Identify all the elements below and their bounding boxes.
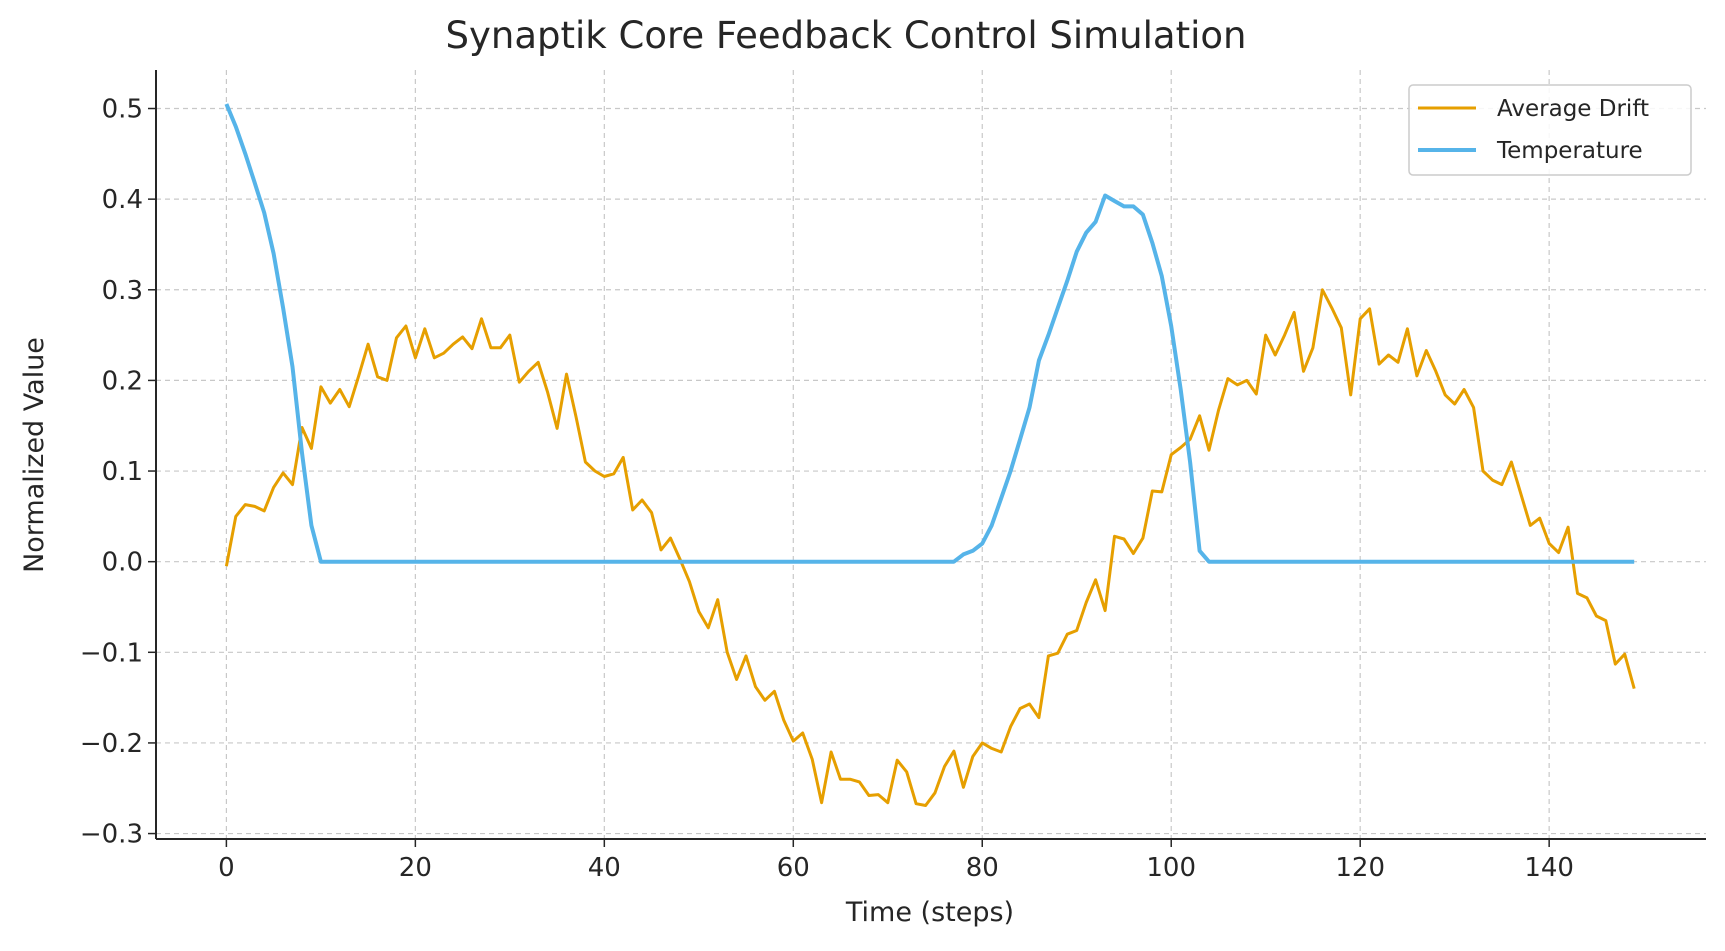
- x-tick-label: 0: [218, 853, 235, 883]
- y-tick-label: −0.2: [80, 729, 143, 759]
- x-axis-label: Time (steps): [845, 897, 1014, 928]
- series-line-temperature: [224, 103, 1635, 564]
- y-tick-label: 0.0: [102, 548, 143, 578]
- series-lines: [224, 103, 1636, 807]
- chart-title: Synaptik Core Feedback Control Simulatio…: [446, 14, 1247, 57]
- y-tick-label: −0.3: [80, 820, 143, 850]
- y-tick-label: 0.4: [102, 185, 143, 215]
- series-line-average-drift: [224, 288, 1636, 807]
- x-tick-label: 120: [1335, 853, 1385, 883]
- legend-box: [1408, 84, 1692, 176]
- y-ticks: −0.3 −0.2 −0.1 0.0 0.1 0.2 0.3 0.4 0.5: [80, 95, 156, 850]
- grid: [156, 70, 1706, 839]
- y-axis-label: Normalized Value: [19, 337, 50, 573]
- legend-label-temperature: Temperature: [1496, 138, 1643, 164]
- legend-label-average-drift: Average Drift: [1497, 96, 1649, 122]
- x-tick-label: 60: [777, 853, 810, 883]
- y-tick-label: 0.2: [102, 366, 143, 396]
- x-ticks: 0 20 40 60 80 100 120 140: [218, 839, 1574, 883]
- legend: Average Drift Temperature: [1408, 84, 1692, 176]
- x-tick-label: 100: [1146, 853, 1196, 883]
- y-tick-label: 0.1: [102, 457, 143, 487]
- y-tick-label: 0.5: [102, 95, 143, 125]
- y-tick-label: 0.3: [102, 276, 143, 306]
- y-tick-label: −0.1: [80, 638, 143, 668]
- x-tick-label: 40: [588, 853, 621, 883]
- x-tick-label: 20: [399, 853, 432, 883]
- x-tick-label: 140: [1524, 853, 1574, 883]
- x-tick-label: 80: [966, 853, 999, 883]
